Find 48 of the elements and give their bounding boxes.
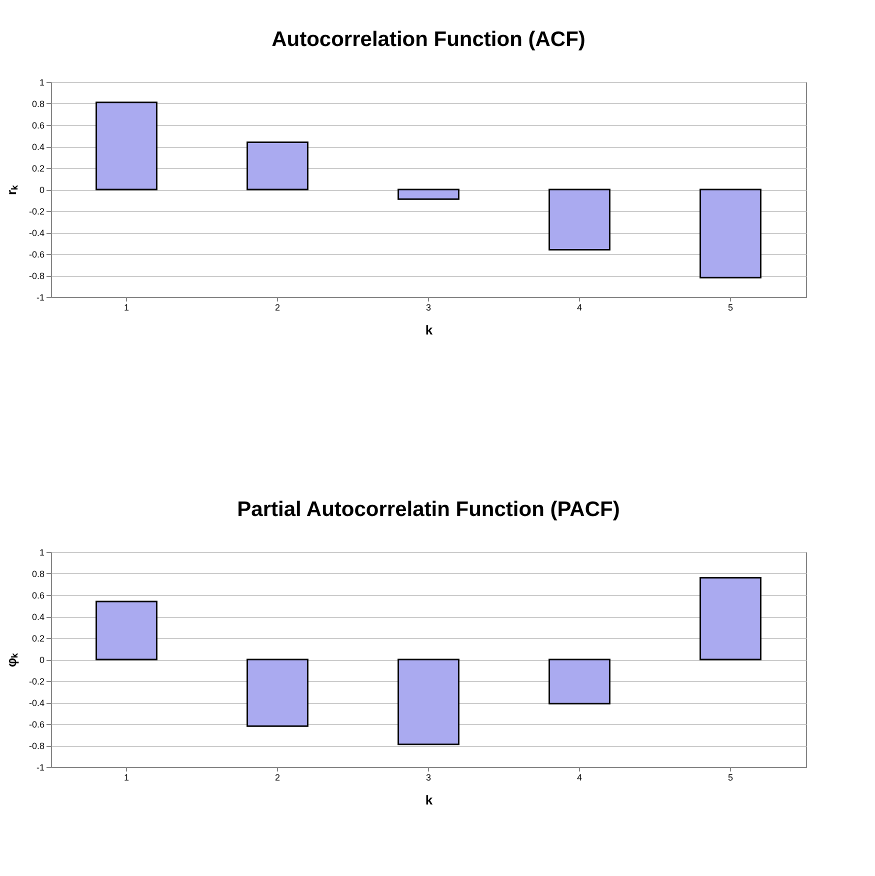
- x-tick-label: 3: [426, 302, 432, 312]
- y-tick-label: -0.4: [28, 228, 44, 238]
- bar: [246, 141, 308, 190]
- y-tick-label: 0.8: [32, 569, 44, 579]
- x-axis-title: k: [425, 322, 434, 338]
- y-tick-label: 0.2: [32, 164, 44, 174]
- x-tick-label: 4: [576, 302, 582, 312]
- y-tick-label: -0.2: [28, 676, 44, 686]
- y-tick-label: -0.6: [28, 250, 44, 260]
- x-tick-label: 1: [124, 772, 130, 782]
- bar: [548, 658, 610, 704]
- y-tick-label: -1: [36, 762, 44, 772]
- y-tick-label: 0.6: [32, 120, 44, 130]
- x-tick-label: 3: [426, 772, 432, 782]
- y-tick-label: 0.2: [32, 634, 44, 644]
- y-tick-label: 0.6: [32, 590, 44, 600]
- y-tick-label: -0.4: [28, 698, 44, 708]
- bar: [96, 102, 158, 190]
- y-tick-label: -1: [36, 292, 44, 302]
- x-tick-label: 2: [274, 302, 280, 312]
- y-axis-title: rₖ: [4, 184, 19, 196]
- y-tick-label: 0: [39, 185, 44, 195]
- chart-title: Partial Autocorrelatin Function (PACF): [237, 498, 620, 521]
- x-tick-label: 2: [274, 772, 280, 782]
- y-tick-label: 1: [39, 548, 44, 558]
- bar: [246, 658, 308, 727]
- y-tick-label: 0.4: [32, 612, 44, 622]
- bar: [398, 188, 460, 200]
- x-tick-label: 5: [728, 772, 734, 782]
- y-tick-label: 0.4: [32, 142, 44, 152]
- bar: [700, 577, 762, 660]
- y-tick-label: 1: [39, 78, 44, 88]
- y-tick-label: -0.2: [28, 206, 44, 216]
- y-tick-label: 0: [39, 655, 44, 665]
- x-tick-label: 4: [576, 772, 582, 782]
- bar: [548, 188, 610, 250]
- x-axis-title: k: [425, 792, 434, 808]
- y-tick-label: -0.8: [28, 741, 44, 751]
- bar: [96, 600, 158, 660]
- y-tick-label: -0.8: [28, 271, 44, 281]
- bar: [398, 658, 460, 746]
- x-tick-label: 5: [728, 302, 734, 312]
- x-tick-label: 1: [124, 302, 130, 312]
- chart-title: Autocorrelation Function (ACF): [272, 28, 586, 51]
- y-tick-label: -0.6: [28, 720, 44, 730]
- bar: [700, 188, 762, 278]
- y-axis-title: φₖ: [4, 652, 19, 668]
- y-tick-label: 0.8: [32, 99, 44, 109]
